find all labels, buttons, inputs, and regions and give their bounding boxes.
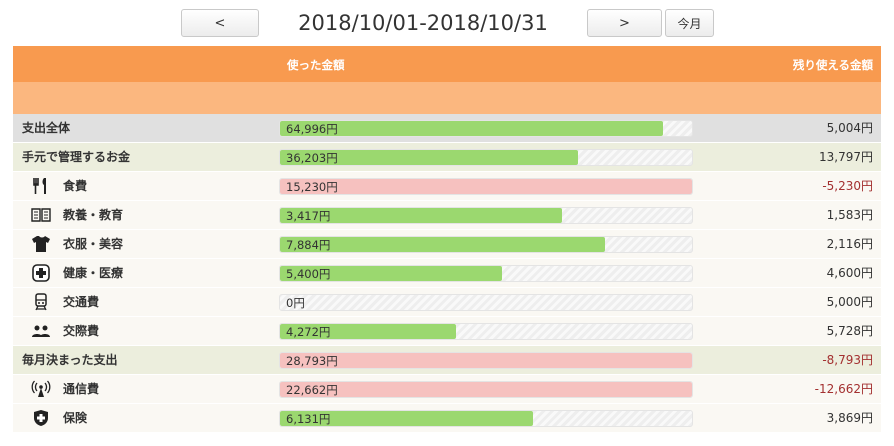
- budget-bar-fill: [280, 237, 605, 252]
- period-title: 2018/10/01-2018/10/31: [298, 11, 548, 35]
- budget-row[interactable]: 交際費 4,272円 5,728円: [13, 317, 881, 346]
- used-amount-label: 15,230円: [286, 180, 338, 194]
- budget-row[interactable]: 衣服・美容 7,884円 2,116円: [13, 230, 881, 259]
- remaining-amount: 5,728円: [826, 324, 873, 338]
- remaining-amount: -5,230円: [822, 179, 873, 193]
- period-navigation: < 2018/10/01-2018/10/31 > 今月: [0, 0, 894, 46]
- next-period-button[interactable]: >: [587, 9, 662, 37]
- category-name: 支出全体: [22, 121, 71, 135]
- used-amount-label: 7,884円: [286, 238, 331, 252]
- budget-bar-fill: [280, 150, 579, 165]
- budget-bar-track: 5,400円: [279, 265, 693, 282]
- budget-bar-track: 6,131円: [279, 410, 693, 427]
- book-icon: [31, 206, 51, 224]
- category-name: 衣服・美容: [63, 237, 124, 251]
- remaining-amount: 3,869円: [826, 411, 873, 425]
- remaining-amount: 5,004円: [826, 121, 873, 135]
- budget-bar-track: 7,884円: [279, 236, 693, 253]
- budget-bar-fill: [280, 208, 562, 223]
- budget-bar-fill: [280, 353, 692, 368]
- this-month-button[interactable]: 今月: [665, 9, 714, 37]
- used-amount-label: 36,203円: [286, 151, 338, 165]
- shield-cross-icon: [31, 409, 51, 427]
- remaining-amount-column-header: 残り使える金額: [792, 58, 873, 72]
- budget-bar-fill: [280, 266, 503, 281]
- budget-bar-track: 64,996円: [279, 120, 693, 137]
- remaining-amount: 2,116円: [826, 237, 873, 251]
- category-name: 健康・医療: [63, 266, 124, 280]
- remaining-amount: 4,600円: [826, 266, 873, 280]
- budget-bar-fill: [280, 382, 692, 397]
- people-icon: [31, 322, 51, 340]
- budget-row[interactable]: 食費 15,230円 -5,230円: [13, 172, 881, 201]
- budget-row[interactable]: 支出全体 64,996円 5,004円: [13, 114, 881, 143]
- category-name: 教養・教育: [63, 208, 124, 222]
- shirt-icon: [31, 235, 51, 253]
- used-amount-label: 4,272円: [286, 325, 331, 339]
- category-name: 手元で管理するお金: [22, 150, 131, 164]
- remaining-amount: 1,583円: [826, 208, 873, 222]
- remaining-amount: -12,662円: [814, 382, 873, 396]
- previous-period-button[interactable]: <: [181, 9, 259, 37]
- category-name: 毎月決まった支出: [22, 353, 118, 367]
- category-name: 保険: [63, 411, 88, 425]
- category-name: 通信費: [63, 382, 100, 396]
- budget-bar-fill: [280, 179, 692, 194]
- budget-bar-track: 28,793円: [279, 352, 693, 369]
- train-icon: [31, 293, 51, 311]
- budget-row[interactable]: 教養・教育 3,417円 1,583円: [13, 201, 881, 230]
- used-amount-label: 28,793円: [286, 354, 338, 368]
- signal-tower-icon: [31, 380, 51, 398]
- remaining-amount: -8,793円: [822, 353, 873, 367]
- budget-row[interactable]: 交通費 0円 5,000円: [13, 288, 881, 317]
- budget-bar-track: 36,203円: [279, 149, 693, 166]
- used-amount-label: 3,417円: [286, 209, 331, 223]
- budget-bar-track: 15,230円: [279, 178, 693, 195]
- budget-table: 使った金額 残り使える金額 支出全体 64,996円 5,004円手元で管理するお金…: [13, 46, 881, 433]
- used-amount-column-header: 使った金額: [287, 58, 345, 72]
- table-header: 使った金額 残り使える金額: [13, 46, 881, 82]
- used-amount-label: 64,996円: [286, 122, 338, 136]
- category-name: 交際費: [63, 324, 100, 338]
- budget-bar-track: 22,662円: [279, 381, 693, 398]
- remaining-amount: 5,000円: [826, 295, 873, 309]
- budget-bar-fill: [280, 121, 663, 136]
- budget-row[interactable]: 通信費 22,662円 -12,662円: [13, 375, 881, 404]
- budget-bar-fill: [280, 411, 533, 426]
- budget-row[interactable]: 手元で管理するお金 36,203円 13,797円: [13, 143, 881, 172]
- category-name: 食費: [63, 179, 88, 193]
- budget-row[interactable]: 健康・医療 5,400円 4,600円: [13, 259, 881, 288]
- budget-row[interactable]: 保険 6,131円 3,869円: [13, 404, 881, 433]
- table-subheader: [13, 82, 881, 114]
- used-amount-label: 6,131円: [286, 412, 331, 426]
- budget-bar-track: 3,417円: [279, 207, 693, 224]
- category-name: 交通費: [63, 295, 100, 309]
- budget-rows: 支出全体 64,996円 5,004円手元で管理するお金 36,203円 13,797円…: [13, 114, 881, 433]
- fork-knife-icon: [31, 177, 51, 195]
- budget-bar-fill: [280, 324, 456, 339]
- medical-cross-icon: [31, 264, 51, 282]
- budget-bar-track: 4,272円: [279, 323, 693, 340]
- budget-bar-track: 0円: [279, 294, 693, 311]
- remaining-amount: 13,797円: [819, 150, 873, 164]
- budget-row[interactable]: 毎月決まった支出 28,793円 -8,793円: [13, 346, 881, 375]
- used-amount-label: 0円: [286, 296, 305, 310]
- used-amount-label: 22,662円: [286, 383, 338, 397]
- used-amount-label: 5,400円: [286, 267, 331, 281]
